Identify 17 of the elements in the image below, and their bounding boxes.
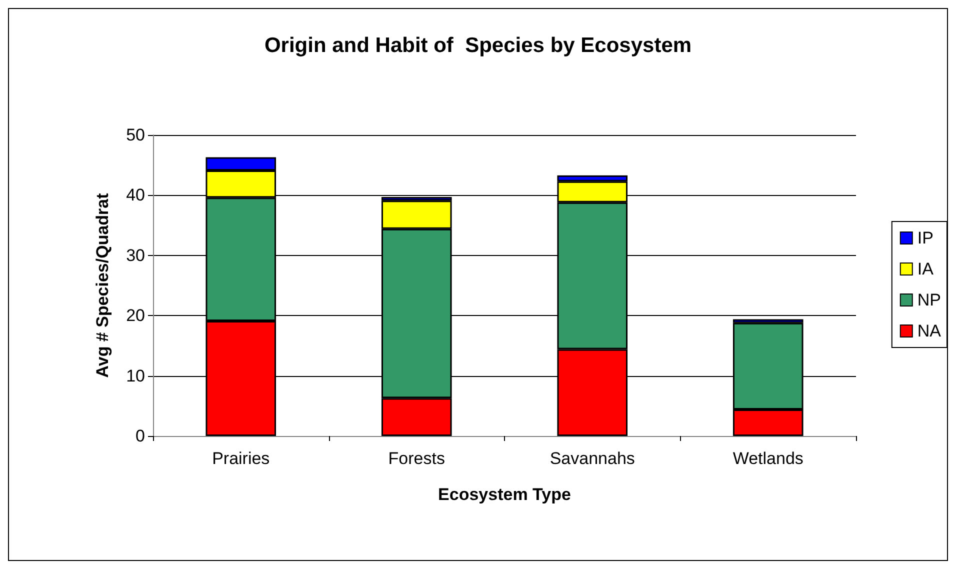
- legend-label: NA: [917, 322, 942, 340]
- y-tick-label: 0: [136, 426, 145, 446]
- x-tick-label: Prairies: [212, 449, 270, 468]
- y-tick-label: 40: [126, 186, 145, 205]
- x-axis-title: Ecosystem Type: [438, 485, 571, 504]
- y-axis-title: Avg # Species/Quadrat: [93, 192, 112, 378]
- x-tick-label: Wetlands: [732, 449, 804, 468]
- legend-label: IP: [917, 228, 934, 248]
- x-tick-label: Savannahs: [550, 449, 635, 468]
- y-tick-label: 10: [126, 366, 145, 386]
- chart-title: Origin and Habit of Species by Ecosystem: [264, 34, 692, 57]
- y-tick-label: 20: [126, 306, 145, 326]
- y-tick-label: 50: [126, 126, 145, 144]
- legend-label: NP: [917, 290, 942, 310]
- legend-label: IA: [917, 260, 934, 278]
- y-tick-label: 30: [126, 246, 145, 265]
- x-tick-label: Forests: [388, 449, 445, 468]
